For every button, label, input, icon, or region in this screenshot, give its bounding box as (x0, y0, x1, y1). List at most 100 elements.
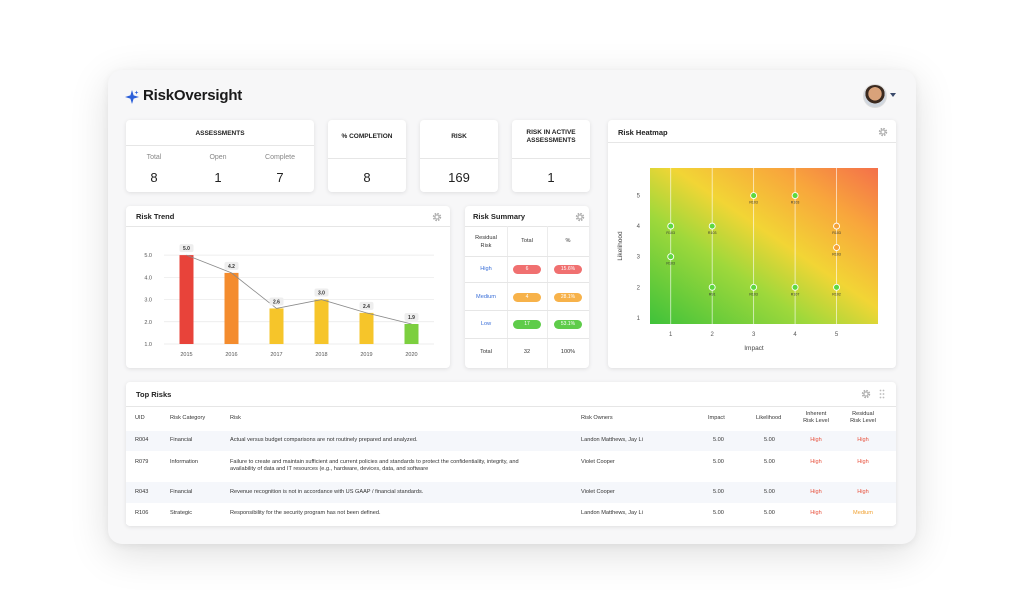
col-uid: UID (135, 415, 145, 421)
column-divider (507, 226, 508, 368)
summary-level-medium: Medium (476, 294, 496, 300)
summary-total-medium: 4 (513, 293, 541, 302)
row-impact: 5.00 (713, 489, 724, 495)
col-residual-line1: Residual (852, 411, 874, 417)
risk-summary-title: Risk Summary (473, 212, 526, 221)
data-label: 3.0 (318, 291, 325, 297)
divider (328, 158, 406, 159)
row-residual: High (857, 437, 869, 443)
gear-icon[interactable] (878, 127, 888, 137)
data-label: 2.4 (363, 304, 370, 310)
y-tick-label: 1.0 (144, 342, 152, 348)
row-uid: R079 (135, 459, 149, 465)
x-tick-label: 5 (835, 332, 839, 338)
summary-total-count: 32 (523, 349, 531, 355)
assessments-total-label: Total (146, 154, 162, 161)
risk-trend-chart: 1.0 2.0 3.0 4.0 5.0 2015 2016 2017 2018 2019 2020 5… (144, 244, 434, 358)
chevron-down-icon[interactable] (890, 93, 896, 98)
column-divider (547, 226, 548, 368)
row-risk: Revenue recognition is not in accordance… (230, 489, 424, 495)
x-tick-label: 2020 (405, 352, 417, 358)
assessments-complete-value: 7 (276, 170, 284, 185)
divider (608, 142, 896, 143)
risk-title: RISK (451, 133, 467, 140)
active-value: 1 (547, 170, 555, 185)
table-row[interactable] (126, 482, 896, 503)
gear-icon[interactable] (861, 389, 871, 399)
divider (465, 310, 589, 311)
risk-point-label: R103 (749, 201, 758, 205)
y-tick-label: 4 (637, 224, 641, 230)
summary-header-total: Total (521, 238, 533, 244)
col-owners: Risk Owners (581, 415, 613, 421)
row-owners: Violet Cooper (581, 459, 615, 465)
summary-pct-high: 15.6% (554, 265, 582, 274)
divider (126, 406, 896, 407)
risk-point (833, 222, 840, 230)
col-likelihood: Likelihood (756, 415, 782, 421)
table-row[interactable] (126, 451, 896, 482)
risk-point-label: R91 (709, 292, 716, 296)
risk-point (833, 244, 840, 251)
divider (465, 226, 589, 227)
bar (179, 255, 194, 344)
risk-heatmap-title: Risk Heatmap (618, 128, 668, 137)
row-uid: R106 (135, 510, 149, 516)
divider (465, 338, 589, 339)
data-label-bg (314, 288, 329, 297)
row-uid: R004 (135, 437, 149, 443)
x-tick-label: 2019 (360, 352, 372, 358)
gear-icon[interactable] (432, 212, 442, 222)
risk-point-label: R103 (832, 253, 841, 257)
x-axis-label: Impact (744, 345, 764, 352)
risk-point (791, 283, 799, 291)
col-inherent-line1: Inherent (805, 411, 827, 417)
completion-title: % COMPLETION (341, 133, 393, 140)
x-tick-label: 2017 (270, 352, 282, 358)
row-impact: 5.00 (713, 510, 724, 516)
row-category: Financial (170, 489, 193, 495)
y-tick-label: 2 (637, 285, 641, 291)
y-tick-label: 3 (637, 255, 641, 261)
risk-point (750, 192, 758, 199)
row-risk: Actual versus budget comparisons are not… (230, 437, 418, 443)
x-tick-label: 2015 (180, 352, 192, 358)
table-row[interactable] (126, 431, 896, 451)
row-likelihood: 5.00 (764, 510, 775, 516)
y-tick-label: 2.0 (144, 320, 152, 326)
row-uid: R043 (135, 489, 149, 495)
summary-total-high: 6 (513, 265, 541, 274)
col-residual-line2: Risk Level (850, 418, 876, 424)
data-label-bg (179, 244, 194, 253)
y-tick-label: 5 (637, 194, 641, 200)
divider (465, 256, 589, 257)
data-label-bg (269, 297, 284, 306)
summary-total-low: 17 (513, 320, 541, 329)
col-impact: Impact (708, 415, 725, 421)
table-row[interactable] (126, 503, 896, 524)
drag-handle-icon[interactable] (879, 389, 885, 399)
avatar[interactable] (863, 84, 887, 108)
y-tick-label: 4.0 (144, 275, 152, 281)
completion-value: 8 (363, 170, 371, 185)
row-residual: High (857, 459, 869, 465)
risk-heatmap-chart: 1 2 3 4 5 1 2 3 4 5 Impact Likelihood R103 R103 R103 R9… (617, 168, 878, 352)
bar (314, 299, 329, 344)
row-category: Financial (170, 437, 193, 443)
summary-level-low: Low (480, 321, 492, 327)
risk-point-label: R103 (666, 231, 675, 235)
row-impact: 5.00 (713, 459, 724, 465)
summary-pct-medium: 28.1% (554, 293, 582, 302)
risk-point (791, 192, 799, 199)
y-tick-label: 3.0 (144, 298, 152, 304)
risk-point-label: R103 (749, 292, 758, 296)
data-label-bg (224, 261, 239, 270)
x-tick-label: 2016 (225, 352, 237, 358)
assessments-open-value: 1 (214, 170, 222, 185)
bar (224, 272, 239, 344)
gear-icon[interactable] (575, 212, 585, 222)
row-category: Information (170, 459, 198, 465)
risk-point-label: R103 (708, 231, 717, 235)
risk-point-label: R103 (666, 262, 675, 266)
x-tick-label: 2 (711, 332, 715, 338)
